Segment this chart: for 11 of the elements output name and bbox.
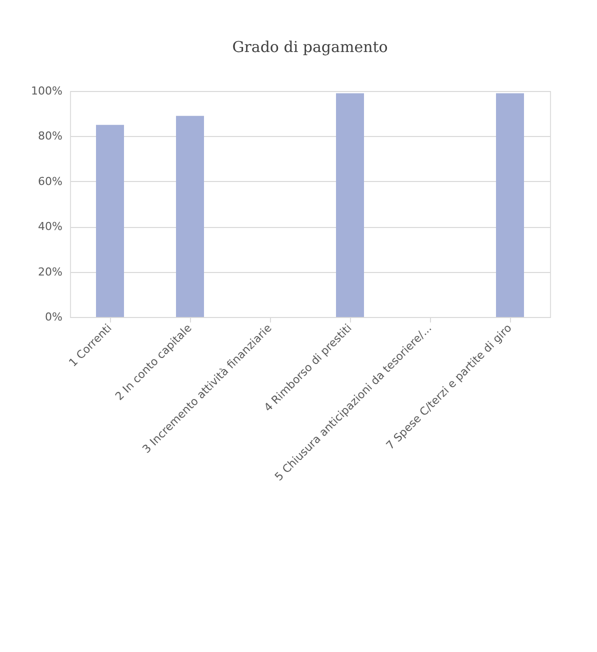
bar <box>496 93 524 317</box>
y-tick-label: 40% <box>38 220 62 234</box>
y-tick-label: 0% <box>45 310 62 324</box>
y-tick-label: 100% <box>31 84 62 98</box>
chart-title: Grado di pagamento <box>232 38 388 56</box>
y-tick-label: 80% <box>38 130 62 143</box>
bar <box>336 93 364 317</box>
bar <box>176 116 204 317</box>
y-tick-label: 60% <box>38 174 62 188</box>
bar <box>96 124 124 317</box>
y-tick-label: 20% <box>38 265 62 278</box>
